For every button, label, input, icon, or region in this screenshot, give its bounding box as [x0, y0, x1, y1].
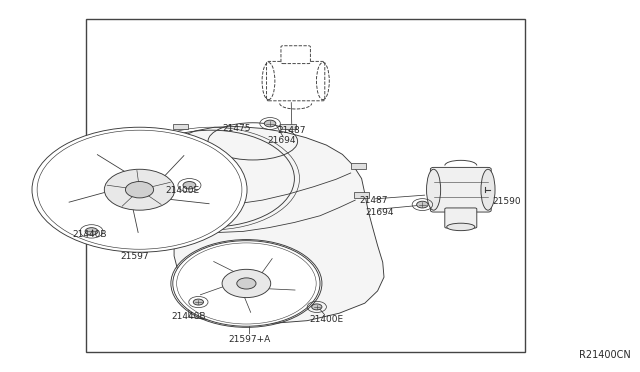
Circle shape	[222, 269, 271, 298]
Text: 21400E: 21400E	[165, 186, 200, 195]
Text: 21400E: 21400E	[309, 315, 344, 324]
Circle shape	[104, 169, 175, 210]
Text: R21400CN: R21400CN	[579, 350, 630, 360]
FancyBboxPatch shape	[281, 46, 310, 64]
Bar	[354, 192, 369, 198]
Circle shape	[173, 241, 320, 326]
Bar	[351, 163, 366, 169]
Circle shape	[237, 278, 256, 289]
Circle shape	[32, 127, 247, 252]
FancyBboxPatch shape	[267, 61, 325, 101]
Text: 21487: 21487	[359, 196, 387, 205]
Text: 21475: 21475	[223, 124, 251, 133]
Text: 21487: 21487	[277, 126, 305, 135]
Circle shape	[264, 120, 276, 127]
Text: 21597: 21597	[120, 252, 148, 261]
Text: 21590: 21590	[493, 197, 522, 206]
Text: 21694: 21694	[268, 136, 296, 145]
Text: 21597+A: 21597+A	[228, 335, 271, 344]
FancyBboxPatch shape	[430, 167, 492, 212]
Circle shape	[85, 228, 98, 235]
Circle shape	[312, 304, 322, 310]
Ellipse shape	[447, 223, 475, 231]
FancyBboxPatch shape	[445, 208, 477, 228]
Bar	[86, 19, 525, 352]
Circle shape	[125, 182, 154, 198]
Circle shape	[183, 182, 196, 189]
Ellipse shape	[481, 169, 495, 210]
Bar	[280, 124, 296, 129]
Text: 21694: 21694	[365, 208, 394, 217]
Text: 21440B: 21440B	[172, 312, 206, 321]
Polygon shape	[157, 126, 384, 324]
Ellipse shape	[427, 169, 441, 210]
Bar	[173, 124, 188, 129]
Circle shape	[417, 201, 428, 208]
Text: 21440B: 21440B	[72, 230, 107, 239]
Circle shape	[193, 299, 204, 305]
